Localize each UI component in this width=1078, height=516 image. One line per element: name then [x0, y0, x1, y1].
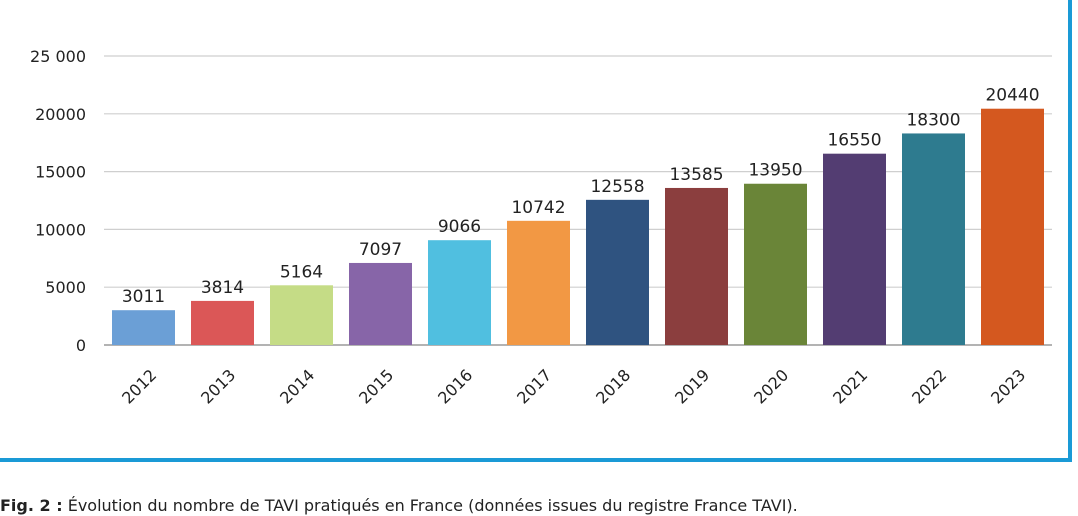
bars — [112, 108, 1044, 346]
x-tick-label: 2012 — [118, 365, 160, 407]
data-label-2018: 12558 — [590, 177, 644, 197]
data-labels: 3011 3814 5164 7097 9066 10742 12558 13585 13950… — [122, 86, 1040, 307]
data-label-2013: 3814 — [201, 278, 244, 298]
bar-2013 — [191, 300, 254, 345]
bar-2016 — [428, 240, 491, 345]
bar-2020 — [744, 183, 807, 345]
bar-2021 — [823, 153, 886, 345]
bar-chart: 0 5000 10000 15000 20000 25 000 3011 3814 5164 7… — [30, 47, 1052, 408]
y-tick-label: 15000 — [35, 163, 86, 182]
x-tick-label: 2014 — [276, 365, 318, 407]
caption-prefix: Fig. 2 : — [0, 496, 63, 515]
y-tick-label: 0 — [76, 336, 86, 355]
y-tick-label: 20000 — [35, 105, 86, 124]
caption-text: Évolution du nombre de TAVI pratiqués en… — [62, 496, 798, 515]
gridlines — [104, 55, 1052, 346]
data-label-2017: 10742 — [511, 198, 565, 218]
x-tick-label: 2020 — [750, 365, 792, 407]
y-tick-label: 10000 — [35, 220, 86, 239]
bar-2018 — [586, 199, 649, 345]
data-label-2014: 5164 — [280, 262, 323, 282]
x-tick-label: 2017 — [513, 365, 555, 407]
data-label-2023: 20440 — [985, 86, 1039, 106]
data-label-2012: 3011 — [122, 287, 165, 307]
bar-2023 — [981, 108, 1044, 346]
x-tick-label: 2023 — [987, 365, 1029, 407]
x-tick-label: 2018 — [592, 365, 634, 407]
bar-2019 — [665, 187, 728, 345]
x-tick-label: 2016 — [434, 365, 476, 407]
bar-2017 — [507, 220, 570, 345]
y-tick-label: 25 000 — [30, 47, 86, 66]
chart-frame — [0, 0, 1072, 462]
data-label-2016: 9066 — [438, 217, 481, 237]
x-tick-label: 2022 — [908, 365, 950, 407]
bar-2012 — [112, 310, 175, 345]
data-label-2022: 18300 — [906, 110, 960, 130]
x-tick-label: 2013 — [197, 365, 239, 407]
y-axis-ticks: 0 5000 10000 15000 20000 25 000 — [30, 47, 86, 355]
x-axis-ticks: 2012 2013 2014 2015 2016 2017 2018 2019 2020 2021… — [118, 365, 1029, 407]
data-label-2021: 16550 — [827, 131, 881, 151]
bar-2014 — [270, 285, 333, 345]
bar-2015 — [349, 262, 412, 345]
y-tick-label: 5000 — [45, 278, 86, 297]
bar-2022 — [902, 133, 965, 345]
x-tick-label: 2021 — [829, 365, 871, 407]
x-tick-label: 2019 — [671, 365, 713, 407]
figure-caption: Fig. 2 : Évolution du nombre de TAVI pra… — [0, 496, 798, 515]
data-label-2015: 7097 — [359, 240, 402, 260]
data-label-2019: 13585 — [669, 165, 723, 185]
data-label-2020: 13950 — [748, 161, 802, 181]
x-tick-label: 2015 — [355, 365, 397, 407]
